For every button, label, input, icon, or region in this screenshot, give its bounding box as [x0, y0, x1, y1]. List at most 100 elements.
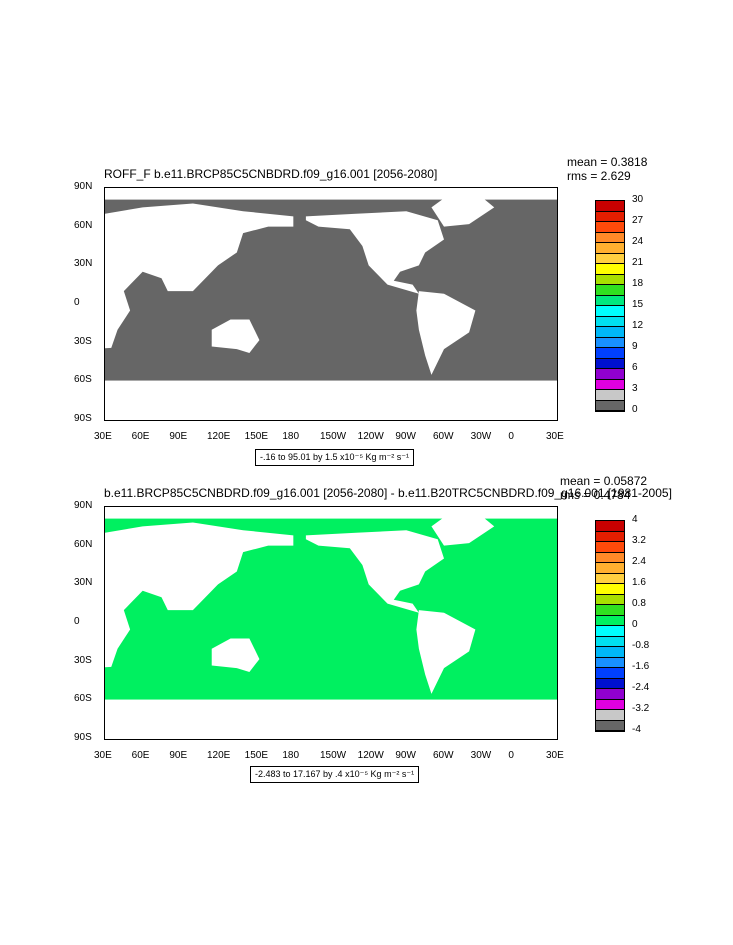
map-svg	[105, 516, 557, 739]
colorbar-swatch	[596, 201, 624, 212]
colorbar-swatch	[596, 657, 624, 668]
colorbar-swatch	[596, 222, 624, 233]
unit-label: -.16 to 95.01 by 1.5 x10⁻⁵ Kg m⁻² s⁻¹	[255, 449, 415, 466]
colorbar-swatch	[596, 573, 624, 584]
colorbar-label: 2.4	[632, 556, 646, 567]
colorbar-swatch	[596, 531, 624, 542]
colorbar-label: 0.8	[632, 598, 646, 609]
colorbar-label: -2.4	[632, 682, 650, 693]
colorbar-label: 27	[632, 215, 644, 226]
colorbar-label: 0	[632, 404, 638, 415]
colorbar-swatch	[596, 699, 624, 710]
y-tick-label: 30S	[74, 654, 92, 666]
x-tick-label: 0	[508, 431, 514, 442]
colorbar-swatch	[596, 636, 624, 647]
x-tick-label: 30E	[546, 750, 564, 761]
colorbar-swatch	[596, 710, 624, 721]
colorbar-swatch	[596, 253, 624, 264]
x-tick-label: 90W	[395, 431, 416, 442]
x-tick-label: 30W	[470, 431, 492, 442]
x-tick-label: 60W	[433, 750, 454, 761]
land-mask-2	[305, 530, 444, 613]
land-mask-1	[211, 319, 260, 353]
colorbar-swatch	[596, 647, 624, 658]
mean-stat: mean = 0.05872	[560, 474, 648, 488]
colorbar-label: 12	[632, 320, 644, 331]
colorbar-label: 3.2	[632, 535, 646, 546]
map-plot-area	[104, 506, 558, 740]
land-mask-0	[105, 522, 294, 668]
colorbar-swatch	[596, 563, 624, 574]
colorbar-label: -1.6	[632, 661, 650, 672]
colorbar-label: 6	[632, 362, 638, 373]
x-tick-label: 30W	[470, 750, 492, 761]
land-mask-5	[105, 713, 557, 739]
colorbar-swatch	[596, 327, 624, 338]
panel-top: ROFF_F b.e11.BRCP85C5CNBDRD.f09_g16.001 …	[0, 0, 733, 470]
colorbar-swatch	[596, 358, 624, 369]
land-mask-4	[431, 516, 495, 546]
colorbar-label: 9	[632, 341, 638, 352]
colorbar-swatch	[596, 668, 624, 679]
y-tick-label: 60N	[74, 219, 93, 231]
x-tick-label: 30E	[94, 431, 112, 442]
y-tick-label: 0	[74, 297, 80, 308]
x-tick-label: 30E	[546, 431, 564, 442]
colorbar-swatch	[596, 274, 624, 285]
y-tick-label: 60N	[74, 538, 93, 550]
rms-stat: rms = 2.629	[567, 169, 631, 183]
mean-stat: mean = 0.3818	[567, 155, 648, 169]
land-mask-3	[416, 610, 476, 694]
colorbar-swatch	[596, 626, 624, 637]
x-tick-label: 150E	[244, 431, 269, 442]
x-tick-label: 150W	[320, 750, 347, 761]
colorbar-swatch	[596, 584, 624, 595]
colorbar-label: -3.2	[632, 703, 650, 714]
y-tick-label: 60S	[74, 693, 92, 705]
colorbar-swatch	[596, 306, 624, 317]
colorbar-swatch	[596, 521, 624, 532]
colorbar-label: 1.6	[632, 577, 646, 588]
colorbar-label: 0	[632, 619, 638, 630]
colorbar-label: -4	[632, 724, 641, 735]
x-tick-label: 120W	[357, 431, 384, 442]
colorbar-swatch	[596, 678, 624, 689]
colorbar-swatch	[596, 285, 624, 296]
y-tick-label: 30S	[74, 335, 92, 347]
colorbar-swatch	[596, 689, 624, 700]
y-tick-label: 60S	[74, 374, 92, 386]
colorbar-label: -0.8	[632, 640, 650, 651]
colorbar-swatch	[596, 400, 624, 411]
colorbar-swatch	[596, 390, 624, 401]
x-tick-label: 60W	[433, 431, 454, 442]
x-tick-label: 60E	[131, 750, 150, 761]
y-tick-label: 90N	[74, 500, 93, 511]
colorbar-label: 3	[632, 383, 638, 394]
unit-label: -2.483 to 17.167 by .4 x10⁻⁵ Kg m⁻² s⁻¹	[250, 766, 420, 783]
colorbar-swatch	[596, 348, 624, 359]
x-tick-label: 120W	[357, 750, 384, 761]
land-mask-2	[305, 211, 444, 294]
land-mask-1	[211, 638, 260, 672]
colorbar-swatch	[596, 605, 624, 616]
colorbar-swatch	[596, 720, 624, 731]
colorbar	[595, 200, 625, 412]
x-tick-label: 120E	[207, 431, 231, 442]
map-svg	[105, 197, 557, 420]
x-tick-label: 150W	[320, 431, 347, 442]
map-plot-area	[104, 187, 558, 421]
y-tick-label: 0	[74, 616, 80, 627]
colorbar-label: 21	[632, 257, 644, 268]
colorbar-label: 24	[632, 236, 644, 247]
x-tick-label: 30E	[94, 750, 112, 761]
colorbar-swatch	[596, 316, 624, 327]
y-tick-label: 30N	[74, 577, 93, 589]
y-tick-label: 90N	[74, 181, 93, 192]
colorbar-swatch	[596, 243, 624, 254]
colorbar-swatch	[596, 211, 624, 222]
colorbar-swatch	[596, 264, 624, 275]
colorbar-swatch	[596, 369, 624, 380]
colorbar-swatch	[596, 379, 624, 390]
colorbar-swatch	[596, 232, 624, 243]
colorbar-swatch	[596, 615, 624, 626]
